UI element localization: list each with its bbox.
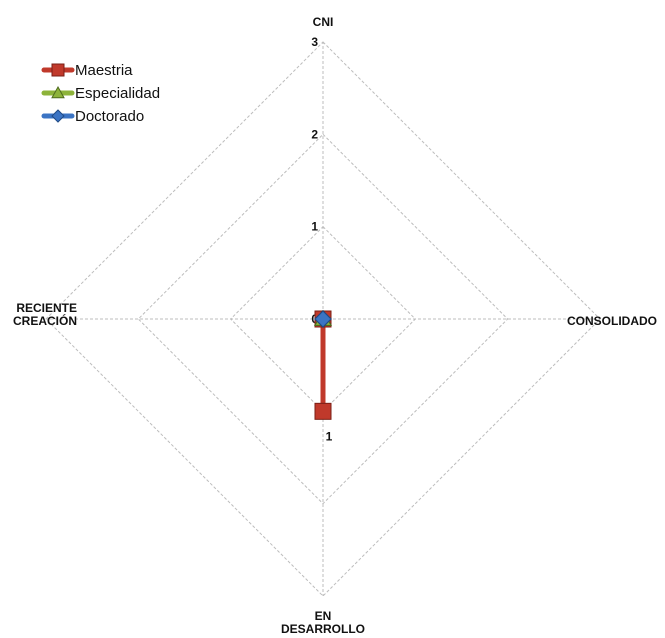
axis-label-line: CREACIÓN <box>13 313 77 328</box>
tick-label: 3 <box>311 35 318 49</box>
grid-ring-3 <box>45 41 601 597</box>
axis-label-line: DESARROLLO <box>281 622 365 636</box>
axis-label: EN DESARROLLO <box>281 609 365 636</box>
axis-label: CONSOLIDADO <box>567 314 657 328</box>
data-point <box>314 402 332 420</box>
axis-label-line: EN <box>315 609 332 623</box>
legend-item-especialidad: Especialidad <box>41 85 160 102</box>
data-label: 1 <box>326 429 333 443</box>
axis-label-line: RECIENTE <box>16 301 77 315</box>
tick-label: 2 <box>311 127 318 141</box>
data-labels: 1 <box>326 429 333 443</box>
legend: Maestria Especialidad Doctorado <box>41 62 160 125</box>
category-axis-labels: CNI CONSOLIDADO EN DESARROLLO RECIENTE CREACI… <box>13 15 657 636</box>
tick-label: 1 <box>311 220 318 234</box>
legend-marker <box>51 109 65 123</box>
legend-item-maestria: Maestria <box>41 62 133 79</box>
legend-label: Doctorado <box>75 108 144 125</box>
legend-marker <box>51 63 65 77</box>
legend-label: Maestria <box>75 62 133 79</box>
legend-marker <box>51 85 65 99</box>
axis-label-line: CONSOLIDADO <box>567 314 657 328</box>
radial-tick-labels: 0123 <box>311 35 318 326</box>
legend-label: Especialidad <box>75 85 160 102</box>
axis-label: CNI <box>313 15 334 29</box>
series-doctorado <box>314 310 332 328</box>
grid-ring-2 <box>137 133 509 505</box>
legend-item-doctorado: Doctorado <box>41 108 144 125</box>
data-point <box>314 310 332 328</box>
axis-label-line: CNI <box>313 15 334 29</box>
axis-label: RECIENTE CREACIÓN <box>13 301 77 328</box>
radar-series <box>314 309 332 420</box>
